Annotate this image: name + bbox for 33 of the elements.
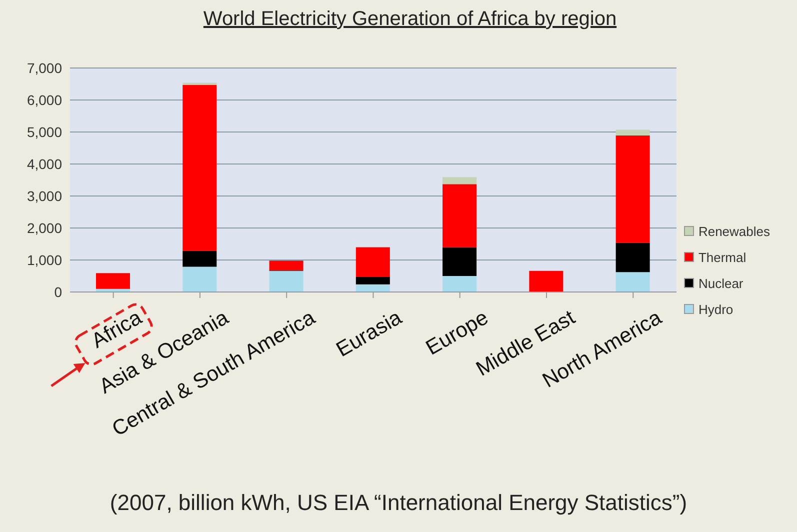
bar [616, 136, 650, 243]
chart-title: World Electricity Generation of Africa by region [202, 8, 618, 31]
x-tick-label: Africa [88, 306, 146, 353]
bar [616, 272, 650, 292]
y-tick-label: 4,000 [26, 156, 62, 172]
bar [442, 177, 477, 184]
bar [182, 250, 217, 267]
bar [442, 247, 477, 276]
text: (2007, billion kWh, US EIA “International Energy Statistics”) [108, 490, 688, 516]
bar [182, 266, 217, 292]
bar [182, 84, 217, 251]
y-tick-label: 5,000 [26, 124, 62, 140]
legend-label: Thermal [698, 250, 746, 264]
bar [356, 276, 390, 284]
bar [96, 273, 130, 288]
bar [616, 130, 650, 136]
y-tick-label: 6,000 [26, 92, 62, 108]
y-tick-label: 2,000 [26, 220, 62, 236]
legend-label: Hydro [698, 302, 734, 316]
legend-label: Renewables [698, 224, 770, 238]
bar [442, 184, 477, 248]
bar [269, 260, 304, 270]
bar [616, 242, 650, 272]
y-tick-label: 3,000 [26, 188, 62, 204]
y-tick-label: 7,000 [26, 60, 62, 76]
y-tick-label: 1,000 [26, 252, 62, 268]
bar [442, 276, 477, 292]
bar [356, 247, 390, 277]
bar [269, 270, 304, 292]
y-tick-label: 0 [54, 284, 62, 300]
legend-label: Nuclear [698, 276, 744, 290]
bar [356, 284, 390, 292]
bar [529, 270, 564, 292]
